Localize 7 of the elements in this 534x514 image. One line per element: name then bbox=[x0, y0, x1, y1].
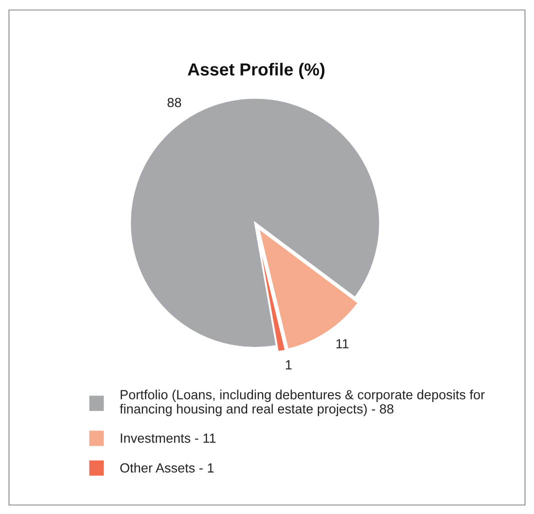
legend-label: Other Assets - 1 bbox=[120, 462, 214, 473]
data-label: 1 bbox=[286, 360, 292, 370]
legend-label: Portfolio (Loans, including debentures & corporate deposits for financing housing and real estate projects) - 88 bbox=[120, 390, 485, 416]
data-label: 88 bbox=[168, 98, 182, 108]
legend-label: Investments - 11 bbox=[120, 434, 216, 443]
data-label: 11 bbox=[336, 339, 349, 348]
chart-title: Asset Profile (%) bbox=[188, 62, 324, 80]
